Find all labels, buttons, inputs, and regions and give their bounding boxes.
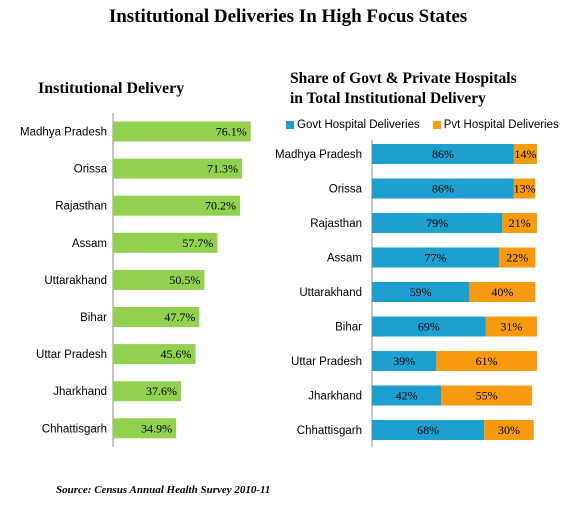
right-bar-govt-chhattisgarh bbox=[372, 420, 485, 440]
left-category-label-uttar-pradesh: Uttar Pradesh bbox=[36, 349, 107, 361]
right-bar-pvt-chhattisgarh bbox=[484, 420, 534, 440]
left-data-label-uttarakhand: 50.5% bbox=[169, 273, 200, 287]
legend-swatch-govt bbox=[286, 121, 294, 129]
left-data-label-assam: 57.7% bbox=[182, 236, 213, 250]
right-data-label-pvt-madhya-pradesh: 14% bbox=[514, 147, 536, 161]
right-data-label-govt-madhya-pradesh: 86% bbox=[432, 147, 454, 161]
right-data-label-govt-uttarakhand: 59% bbox=[410, 285, 432, 299]
right-data-label-pvt-bihar: 31% bbox=[500, 320, 522, 334]
right-category-label-rajasthan: Rajasthan bbox=[310, 218, 362, 230]
left-category-label-bihar: Bihar bbox=[80, 312, 107, 324]
right-bar-govt-rajasthan bbox=[372, 213, 503, 233]
left-category-label-assam: Assam bbox=[72, 238, 107, 250]
left-bar-madhya-pradesh bbox=[113, 121, 251, 142]
left-data-label-chhattisgarh: 34.9% bbox=[141, 421, 172, 435]
left-bar-bihar bbox=[113, 307, 200, 327]
right-bar-govt-assam bbox=[372, 247, 500, 268]
right-bar-govt-bihar bbox=[372, 316, 486, 337]
legend-label-govt: Govt Hospital Deliveries bbox=[297, 119, 420, 131]
left-bar-chhattisgarh bbox=[113, 418, 177, 439]
right-data-label-pvt-uttarakhand: 40% bbox=[491, 285, 513, 299]
right-bar-govt-jharkhand bbox=[372, 385, 442, 406]
right-data-label-govt-bihar: 69% bbox=[418, 320, 440, 334]
legend-item-govt: Govt Hospital Deliveries bbox=[286, 119, 420, 131]
right-data-label-pvt-rajasthan: 21% bbox=[509, 216, 531, 230]
right-bar-pvt-orissa bbox=[513, 178, 536, 199]
right-chart-title-line-1: Share of Govt & Private Hospitals bbox=[290, 70, 517, 87]
left-chart-title: Institutional Delivery bbox=[38, 80, 185, 97]
legend-label-pvt: Pvt Hospital Deliveries bbox=[443, 119, 559, 131]
right-data-label-pvt-assam: 22% bbox=[506, 251, 528, 265]
page-title: Institutional Deliveries In High Focus S… bbox=[108, 6, 468, 27]
right-bar-pvt-assam bbox=[499, 247, 536, 268]
right-data-label-govt-orissa: 86% bbox=[432, 182, 454, 196]
right-category-label-madhya-pradesh: Madhya Pradesh bbox=[275, 149, 362, 161]
left-category-label-orissa: Orissa bbox=[74, 164, 108, 176]
left-category-label-chhattisgarh: Chhattisgarh bbox=[42, 423, 107, 435]
right-data-label-govt-jharkhand: 42% bbox=[396, 389, 418, 403]
right-bar-govt-uttarakhand bbox=[372, 282, 470, 302]
left-category-label-uttarakhand: Uttarakhand bbox=[44, 275, 107, 287]
left-data-label-jharkhand: 37.6% bbox=[146, 384, 177, 398]
right-category-label-uttarakhand: Uttarakhand bbox=[299, 287, 362, 299]
left-category-label-madhya-pradesh: Madhya Pradesh bbox=[20, 127, 107, 139]
left-bar-jharkhand bbox=[113, 381, 182, 402]
right-data-label-govt-chhattisgarh: 68% bbox=[417, 423, 439, 437]
right-data-label-pvt-chhattisgarh: 30% bbox=[498, 423, 520, 437]
right-bar-govt-orissa bbox=[372, 178, 514, 199]
left-data-label-rajasthan: 70.2% bbox=[205, 199, 236, 213]
right-bar-pvt-uttar-pradesh bbox=[436, 351, 537, 371]
left-data-label-uttar-pradesh: 45.6% bbox=[161, 347, 192, 361]
left-bar-orissa bbox=[113, 158, 243, 179]
right-chart-title: Share of Govt & Private Hospitals in Tot… bbox=[290, 69, 517, 109]
right-bar-govt-madhya-pradesh bbox=[372, 144, 514, 164]
left-bar-uttar-pradesh bbox=[113, 344, 196, 365]
right-category-label-assam: Assam bbox=[327, 253, 362, 265]
right-category-label-jharkhand: Jharkhand bbox=[308, 391, 362, 403]
left-category-label-jharkhand: Jharkhand bbox=[53, 386, 107, 398]
left-data-label-madhya-pradesh: 76.1% bbox=[216, 125, 247, 139]
right-data-label-pvt-uttar-pradesh: 61% bbox=[476, 354, 498, 368]
right-category-label-bihar: Bihar bbox=[335, 322, 362, 334]
right-category-label-uttar-pradesh: Uttar Pradesh bbox=[291, 356, 362, 368]
legend: Govt Hospital Deliveries Pvt Hospital De… bbox=[286, 119, 559, 131]
legend-swatch-pvt bbox=[432, 121, 441, 129]
right-bar-pvt-rajasthan bbox=[502, 213, 537, 233]
source-note: Source: Census Annual Health Survey 2010… bbox=[56, 484, 271, 496]
right-bar-govt-uttar-pradesh bbox=[372, 351, 437, 371]
left-bar-uttarakhand bbox=[113, 269, 205, 290]
right-bar-pvt-uttarakhand bbox=[469, 282, 536, 302]
right-data-label-pvt-orissa: 13% bbox=[514, 182, 536, 196]
legend-item-pvt: Pvt Hospital Deliveries bbox=[432, 119, 559, 131]
left-bar-assam bbox=[113, 232, 218, 253]
right-data-label-govt-assam: 77% bbox=[425, 251, 447, 265]
left-data-label-bihar: 47.7% bbox=[164, 310, 195, 324]
right-data-label-pvt-jharkhand: 55% bbox=[476, 389, 498, 403]
right-chart-title-line-2: in Total Institutional Delivery bbox=[290, 90, 486, 107]
left-category-label-rajasthan: Rajasthan bbox=[55, 201, 107, 213]
right-data-label-govt-rajasthan: 79% bbox=[426, 216, 448, 230]
right-bar-pvt-jharkhand bbox=[441, 385, 533, 406]
right-data-label-govt-uttar-pradesh: 39% bbox=[393, 354, 415, 368]
right-bar-pvt-bihar bbox=[485, 316, 537, 337]
left-bar-rajasthan bbox=[113, 195, 241, 216]
left-data-label-orissa: 71.3% bbox=[207, 162, 238, 176]
right-category-label-orissa: Orissa bbox=[329, 184, 363, 196]
right-category-label-chhattisgarh: Chhattisgarh bbox=[297, 425, 362, 437]
right-bar-pvt-madhya-pradesh bbox=[513, 144, 537, 164]
